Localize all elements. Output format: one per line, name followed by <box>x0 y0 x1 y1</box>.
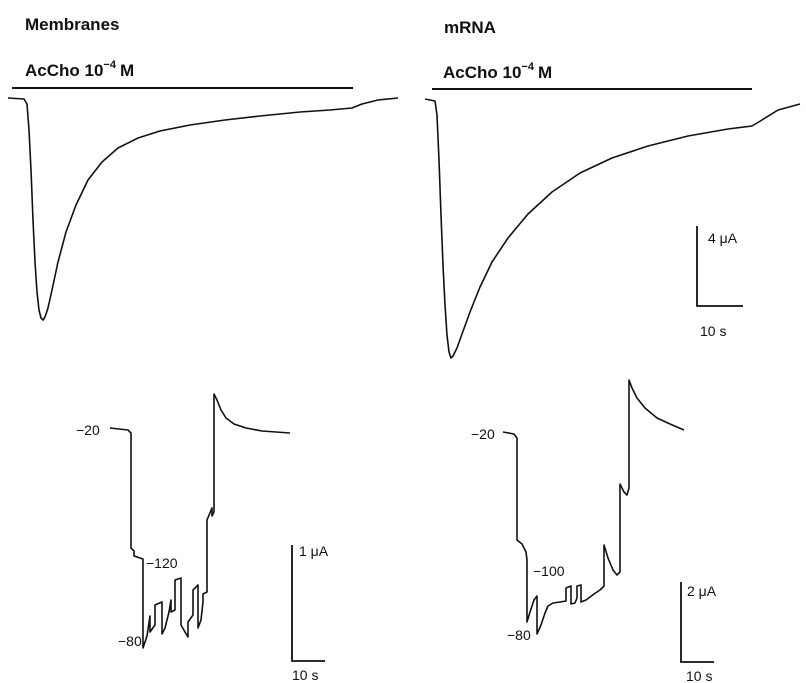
panel-title-membranes: Membranes <box>25 15 119 34</box>
holding-potential-right: −20 <box>471 426 495 442</box>
step-label-right-a: −100 <box>533 563 565 579</box>
step-trace-membranes <box>109 393 291 649</box>
scale-current-top: 4 μA <box>708 230 738 246</box>
step-label-right-b: −80 <box>507 627 531 643</box>
scale-bar-top <box>696 226 743 307</box>
current-trace-membranes <box>7 97 399 321</box>
scale-bar-left <box>291 545 325 662</box>
step-label-left-b: −80 <box>118 633 142 649</box>
scale-current-right: 2 μA <box>687 583 717 599</box>
step-trace-mrna <box>502 379 685 635</box>
panel-title-mrna: mRNA <box>444 18 496 37</box>
scale-time-right: 10 s <box>686 668 712 683</box>
scale-bar-right <box>680 582 714 663</box>
agonist-label-right: AcCho 10−4 M <box>443 61 552 82</box>
agonist-label-left: AcCho 10−4 M <box>25 59 134 80</box>
holding-potential-left: −20 <box>76 422 100 438</box>
scale-time-top: 10 s <box>700 323 726 339</box>
step-label-left-a: −120 <box>146 555 178 571</box>
scale-current-left: 1 μA <box>299 543 329 559</box>
current-trace-mrna <box>424 98 801 359</box>
scale-time-left: 10 s <box>292 667 318 683</box>
